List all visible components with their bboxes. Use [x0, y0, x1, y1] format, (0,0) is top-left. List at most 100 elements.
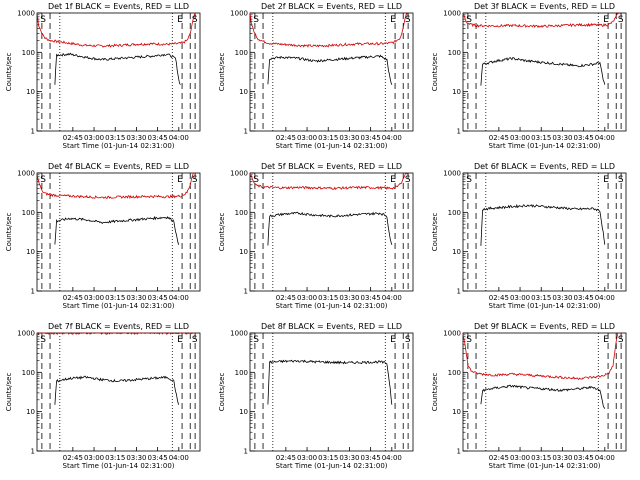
y-tick-label: 1000 — [443, 170, 461, 178]
time-marker-label: S — [253, 175, 259, 185]
event-rate-series — [480, 57, 606, 86]
x-tick-label: 03:00 — [84, 134, 104, 142]
y-tick-label: 100 — [22, 209, 35, 217]
panel-title: Det 5f BLACK = Events, RED = LLD — [261, 162, 402, 171]
detector-panel: Det 1f BLACK = Events, RED = LLD 1 10 100 10… — [5, 2, 201, 150]
y-tick-label: 1 — [457, 288, 461, 296]
plot-frame — [36, 12, 201, 132]
time-marker-label: S — [405, 335, 411, 345]
x-axis-label: Start Time (01-Jun-14 02:31:00) — [276, 462, 388, 470]
lld-rate-series — [37, 332, 196, 335]
y-tick-label: 1000 — [230, 10, 248, 18]
panel-title: Det 9f BLACK = Events, RED = LLD — [474, 322, 615, 331]
x-tick-label: 03:30 — [552, 294, 572, 302]
y-tick-label: 1000 — [443, 10, 461, 18]
x-tick-label: 03:30 — [552, 134, 572, 142]
y-tick-label: 100 — [448, 369, 461, 377]
y-tick-label: 1000 — [17, 170, 35, 178]
x-tick-label: 02:45 — [63, 454, 83, 462]
event-rate-series — [480, 203, 606, 246]
y-tick-label: 10 — [26, 88, 35, 96]
x-tick-label: 03:45 — [361, 134, 381, 142]
x-tick-label: 02:45 — [276, 134, 296, 142]
y-tick-label: 10 — [239, 248, 248, 256]
detector-panel: Det 4f BLACK = Events, RED = LLD 1 10 100 10… — [5, 162, 201, 310]
y-tick-label: 1000 — [17, 10, 35, 18]
x-tick-label: 04:00 — [169, 134, 189, 142]
x-tick-label: 03:00 — [510, 454, 530, 462]
y-tick-label: 1 — [244, 288, 248, 296]
time-marker-label: E — [603, 335, 609, 345]
y-tick-label: 100 — [235, 369, 248, 377]
x-tick-label: 03:30 — [339, 134, 359, 142]
plot-frame — [249, 172, 414, 292]
y-axis-label: Counts/sec — [431, 213, 439, 252]
x-tick-label: 03:30 — [126, 294, 146, 302]
time-marker-label: S — [405, 15, 411, 25]
time-marker-label: S — [618, 335, 624, 345]
plot-frame — [249, 12, 414, 132]
y-axis-label: Counts/sec — [5, 53, 13, 92]
event-rate-series — [480, 384, 606, 409]
detector-panel: Det 2f BLACK = Events, RED = LLD 1 10 100 10… — [218, 2, 414, 150]
x-tick-label: 04:00 — [595, 454, 615, 462]
x-tick-label: 04:00 — [382, 294, 402, 302]
x-tick-label: 03:15 — [531, 294, 551, 302]
event-rate-series — [267, 54, 393, 85]
x-tick-label: 02:45 — [489, 454, 509, 462]
y-tick-label: 100 — [235, 49, 248, 57]
time-marker-label: E — [390, 15, 396, 25]
x-tick-label: 04:00 — [595, 294, 615, 302]
x-tick-label: 04:00 — [595, 134, 615, 142]
x-tick-label: 03:00 — [510, 294, 530, 302]
time-marker-label: S — [405, 175, 411, 185]
lld-rate-series — [249, 12, 409, 48]
x-tick-label: 03:15 — [318, 134, 338, 142]
y-tick-label: 1000 — [230, 170, 248, 178]
x-tick-label: 03:30 — [339, 454, 359, 462]
lld-rate-series — [462, 332, 622, 381]
time-marker-label: S — [253, 15, 259, 25]
plot-frame — [249, 332, 414, 452]
time-marker-label: S — [40, 15, 46, 25]
time-marker-label: E — [390, 175, 396, 185]
x-tick-label: 03:15 — [318, 454, 338, 462]
y-tick-label: 1000 — [17, 330, 35, 338]
panel-title: Det 7f BLACK = Events, RED = LLD — [48, 322, 189, 331]
y-axis-label: Counts/sec — [218, 213, 226, 252]
detector-panel: Det 9f BLACK = Events, RED = LLD 1 10 100 10… — [431, 322, 627, 470]
time-marker-label: S — [466, 335, 472, 345]
detector-panel: Det 8f BLACK = Events, RED = LLD 1 10 100 10… — [218, 322, 414, 470]
x-tick-label: 02:45 — [276, 454, 296, 462]
y-axis-label: Counts/sec — [218, 373, 226, 412]
x-tick-label: 02:45 — [489, 134, 509, 142]
x-axis-label: Start Time (01-Jun-14 02:31:00) — [276, 142, 388, 150]
time-marker-label: S — [618, 15, 624, 25]
time-marker-label: S — [466, 175, 472, 185]
panel-title: Det 6f BLACK = Events, RED = LLD — [474, 162, 615, 171]
x-axis-label: Start Time (01-Jun-14 02:31:00) — [489, 142, 601, 150]
y-tick-label: 1 — [31, 288, 35, 296]
event-rate-series — [54, 215, 180, 245]
y-tick-label: 100 — [448, 49, 461, 57]
y-tick-label: 1000 — [230, 330, 248, 338]
x-tick-label: 03:45 — [574, 454, 594, 462]
y-axis-label: Counts/sec — [431, 53, 439, 92]
y-tick-label: 10 — [26, 408, 35, 416]
lld-rate-series — [249, 172, 409, 191]
y-axis-label: Counts/sec — [431, 373, 439, 412]
x-tick-label: 04:00 — [169, 454, 189, 462]
event-rate-series — [267, 211, 393, 246]
x-tick-label: 03:15 — [105, 294, 125, 302]
x-tick-label: 03:00 — [510, 134, 530, 142]
lld-rate-series — [36, 12, 196, 48]
detector-panel: Det 5f BLACK = Events, RED = LLD 1 10 100 10… — [218, 162, 414, 310]
y-tick-label: 10 — [239, 88, 248, 96]
plot-frame — [462, 12, 627, 132]
event-rate-series — [267, 359, 393, 405]
x-axis-label: Start Time (01-Jun-14 02:31:00) — [276, 302, 388, 310]
x-tick-label: 03:15 — [105, 454, 125, 462]
plot-frame — [36, 172, 201, 292]
x-tick-label: 03:00 — [84, 294, 104, 302]
